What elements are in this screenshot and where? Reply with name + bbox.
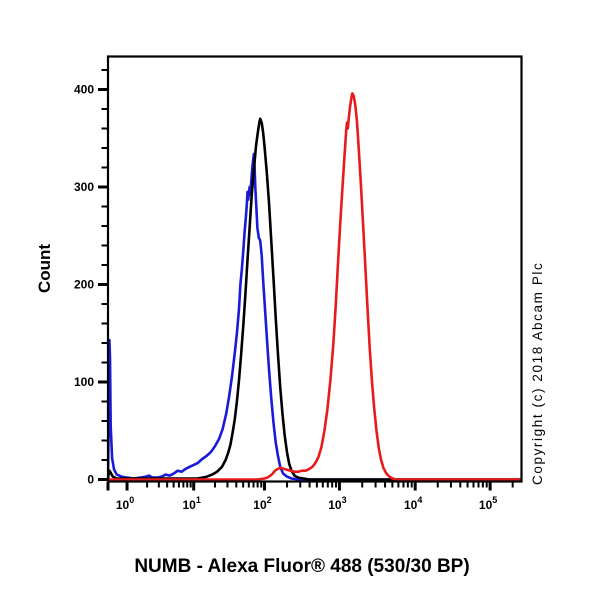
x-tick-label: 103: [328, 495, 346, 512]
curve-black-curve: [108, 117, 522, 481]
x-tick-label: 101: [183, 495, 201, 512]
y-tick-label: 0: [87, 473, 94, 487]
y-tick-label: 400: [74, 83, 94, 97]
y-tick-label: 200: [74, 278, 94, 292]
curves: [108, 92, 522, 481]
axis-ticks: [98, 69, 514, 491]
copyright-text: Copyright (c) 2018 Abcam Plc: [530, 262, 545, 485]
x-tick-label: 100: [116, 495, 134, 512]
plot-frame: [106, 55, 523, 483]
x-tick-label: 102: [253, 495, 271, 512]
chart-title: NUMB - Alexa Fluor® 488 (530/30 BP): [134, 556, 469, 577]
curve-red-curve: [108, 92, 522, 481]
x-tick-label: 104: [404, 495, 422, 512]
x-tick-label: 105: [479, 495, 497, 512]
y-tick-label: 300: [74, 180, 94, 194]
y-tick-label: 100: [74, 375, 94, 389]
curve-blue-curve: [108, 152, 522, 481]
y-axis-label: Count: [35, 244, 54, 293]
axis-tick-labels: 0 100 200 300 400 100 101 102 103 104 105: [74, 83, 497, 512]
